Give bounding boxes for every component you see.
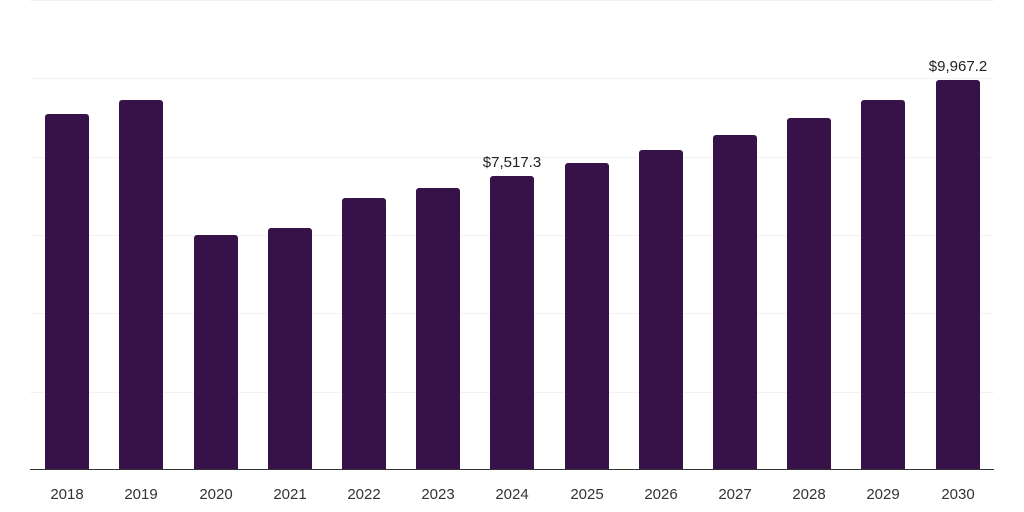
x-tick-label: 2018 (50, 486, 84, 503)
x-tick-label: 2023 (421, 486, 455, 503)
data-label-2030: $9,967.2 (928, 58, 988, 75)
x-tick-label: 2029 (866, 486, 900, 503)
x-tick-label: 2025 (570, 486, 604, 503)
bar-2025[interactable] (565, 163, 609, 470)
bar-2028[interactable] (787, 118, 831, 470)
gridline (30, 157, 994, 158)
bar-2019[interactable] (119, 100, 163, 470)
x-tick-label: 2027 (718, 486, 752, 503)
x-tick-label: 2020 (199, 486, 233, 503)
bar-2027[interactable] (713, 135, 757, 470)
gridline (30, 0, 994, 1)
bar-2026[interactable] (639, 150, 683, 470)
x-tick-label: 2021 (273, 486, 307, 503)
bar-2029[interactable] (861, 100, 905, 470)
bar-2018[interactable] (45, 114, 89, 470)
bar-2020[interactable] (194, 235, 238, 470)
bar-2024[interactable] (490, 176, 534, 470)
bar-2021[interactable] (268, 228, 312, 470)
data-label-2024: $7,517.3 (482, 154, 542, 171)
bar-2022[interactable] (342, 198, 386, 470)
bar-2030[interactable] (936, 80, 980, 470)
x-tick-label: 2028 (792, 486, 826, 503)
x-axis-line (30, 469, 994, 470)
x-tick-label: 2030 (941, 486, 975, 503)
x-tick-label: 2019 (124, 486, 158, 503)
gridline (30, 78, 994, 79)
x-tick-label: 2022 (347, 486, 381, 503)
x-tick-label: 2024 (495, 486, 529, 503)
bar-2023[interactable] (416, 188, 460, 470)
x-tick-label: 2026 (644, 486, 678, 503)
